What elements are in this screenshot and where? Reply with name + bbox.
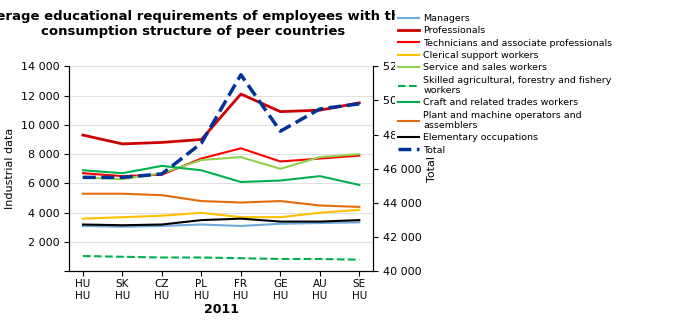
Y-axis label: Industrial data: Industrial data — [6, 128, 15, 210]
X-axis label: 2011: 2011 — [204, 304, 238, 316]
Y-axis label: Total: Total — [427, 156, 437, 182]
Legend: Managers, Professionals, Technicians and associate professionals, Clerical suppo: Managers, Professionals, Technicians and… — [395, 11, 616, 158]
Text: Average educational requirements of employees with the
consumption structure of : Average educational requirements of empl… — [0, 10, 409, 38]
